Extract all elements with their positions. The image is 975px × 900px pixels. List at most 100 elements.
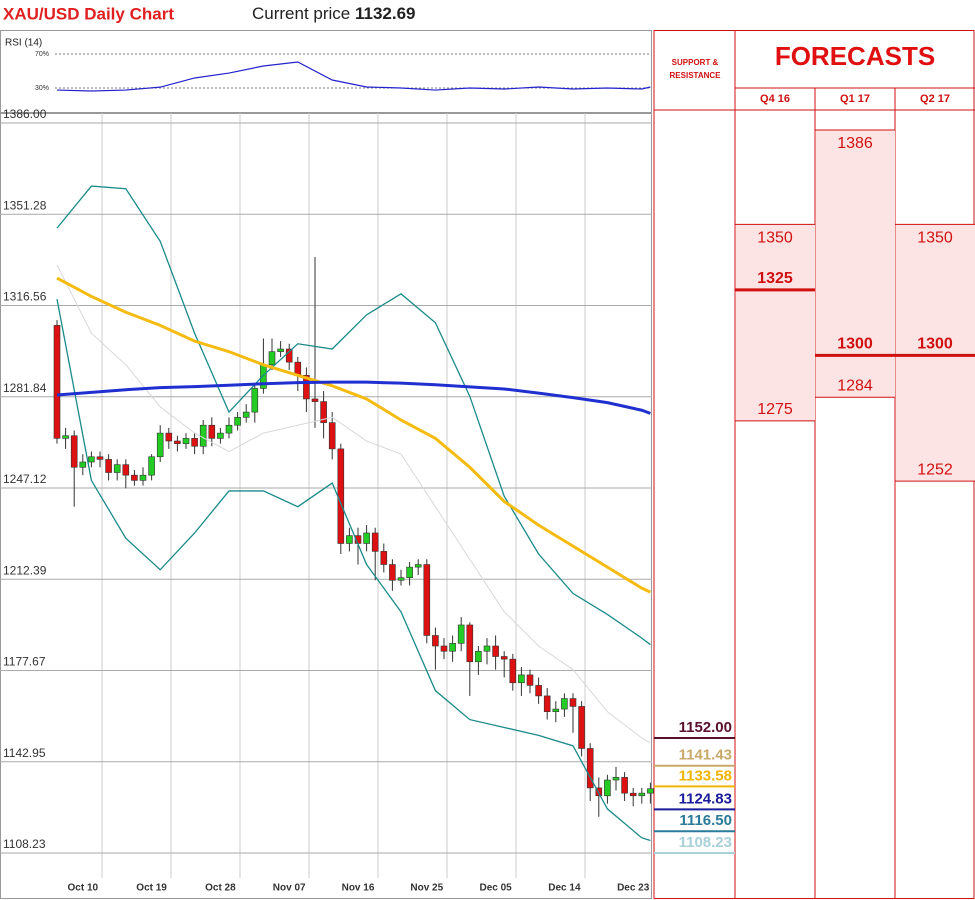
forecast-target-label: 1300 (917, 336, 953, 353)
y-tick-label: 1142.95 (3, 746, 46, 760)
current-price-label: Current price (252, 4, 350, 23)
y-tick-label: 1177.67 (3, 655, 46, 669)
candle-body (492, 645, 499, 657)
forecast-low-label: 1284 (837, 377, 873, 394)
chart-title: XAU/USD Daily Chart (3, 4, 174, 23)
x-tick-label: Oct 10 (68, 883, 99, 894)
candle-body (346, 535, 353, 544)
level-label: 1141.43 (679, 747, 732, 764)
candle-body (371, 532, 379, 552)
candle-body (569, 698, 577, 707)
candle-body (277, 348, 284, 352)
candle-body (578, 706, 585, 749)
candle-body (647, 788, 654, 794)
x-tick-label: Oct 19 (136, 883, 167, 894)
candle-body (174, 440, 181, 444)
candle-body (131, 474, 138, 481)
candle-body (328, 422, 336, 450)
candle-body (62, 435, 69, 439)
candle-body (113, 464, 121, 473)
x-tick-label: Dec 05 (479, 883, 512, 894)
forecast-range (896, 224, 975, 482)
forecast-high-label: 1350 (917, 230, 953, 247)
candle-body (320, 401, 327, 423)
candle-body (363, 532, 370, 544)
candle-body (457, 624, 465, 644)
candle-body (251, 388, 259, 413)
candle-body (311, 398, 319, 402)
candle-body (414, 564, 422, 568)
forecast-high-label: 1386 (837, 135, 873, 152)
candle-body (122, 464, 130, 476)
candle-body (303, 374, 310, 400)
candle-body (389, 564, 396, 581)
forecast-range (816, 130, 895, 398)
level-label: 1152.00 (679, 719, 732, 736)
candle-body (440, 645, 448, 652)
candle-body (96, 456, 104, 460)
forecast-range (736, 224, 815, 421)
indicator-line (56, 298, 651, 842)
candle-body (561, 698, 568, 710)
candle-body (139, 474, 147, 481)
candle-body (466, 624, 474, 663)
x-tick-label: Oct 28 (205, 883, 236, 894)
candle-body (217, 432, 224, 439)
forecast-title: FORECASTS (775, 41, 935, 71)
candle-body (629, 792, 637, 797)
column-label: Q1 17 (840, 93, 870, 105)
candle-body (638, 792, 646, 797)
level-label: 1124.83 (679, 790, 732, 807)
column-label: Q2 17 (920, 93, 950, 105)
candle-body (208, 424, 216, 439)
x-tick-label: Dec 23 (617, 883, 650, 894)
forecast-low-label: 1275 (757, 401, 793, 418)
candle-body (53, 325, 61, 439)
candle-body (242, 411, 250, 418)
candle-body (380, 551, 388, 565)
indicator-line (56, 185, 651, 646)
candle-body (612, 777, 620, 781)
candle-body (449, 643, 456, 652)
x-tick-label: Nov 25 (410, 883, 443, 894)
candle-body (526, 674, 534, 686)
rsi-panel (0, 30, 652, 113)
y-tick-label: 1212.39 (3, 563, 47, 577)
level-label: 1116.50 (679, 812, 732, 829)
indicator-line (56, 276, 652, 594)
candle-body (337, 448, 345, 544)
y-tick-label: 70% (35, 51, 49, 58)
column-label: Q4 16 (760, 93, 790, 105)
candle-body (483, 645, 491, 652)
vertical-grid (101, 113, 586, 878)
forecast-target-label: 1325 (757, 270, 793, 287)
indicator-line (56, 380, 651, 415)
candle-body (552, 708, 560, 712)
candle-body (225, 424, 233, 434)
candle-body (397, 577, 405, 581)
candle-body (105, 459, 112, 473)
x-tick-label: Nov 07 (273, 883, 306, 894)
candle-body (165, 432, 173, 442)
x-tick-label: Nov 16 (342, 883, 375, 894)
candle-body (148, 456, 155, 476)
candle-body (535, 685, 542, 697)
y-tick-label: 1281.84 (3, 381, 47, 395)
y-tick-label: 1108.23 (3, 837, 46, 851)
candle-body (475, 650, 482, 663)
rsi-title: RSI (14) (5, 38, 42, 49)
candle-body (423, 564, 431, 636)
candle-body (509, 658, 517, 684)
candle-body (234, 417, 241, 426)
y-tick-label: 1386.00 (3, 107, 47, 121)
support-resistance-header: SUPPORT & RESISTANCE (669, 58, 721, 80)
rsi-line (56, 61, 651, 92)
y-tick-label: 1316.56 (3, 290, 47, 304)
forecast-target-label: 1300 (837, 336, 873, 353)
price-panel (0, 113, 652, 899)
level-label: 1108.23 (679, 834, 732, 851)
candle-body (199, 424, 207, 447)
candle-body (621, 777, 628, 794)
candle-body (191, 438, 198, 447)
